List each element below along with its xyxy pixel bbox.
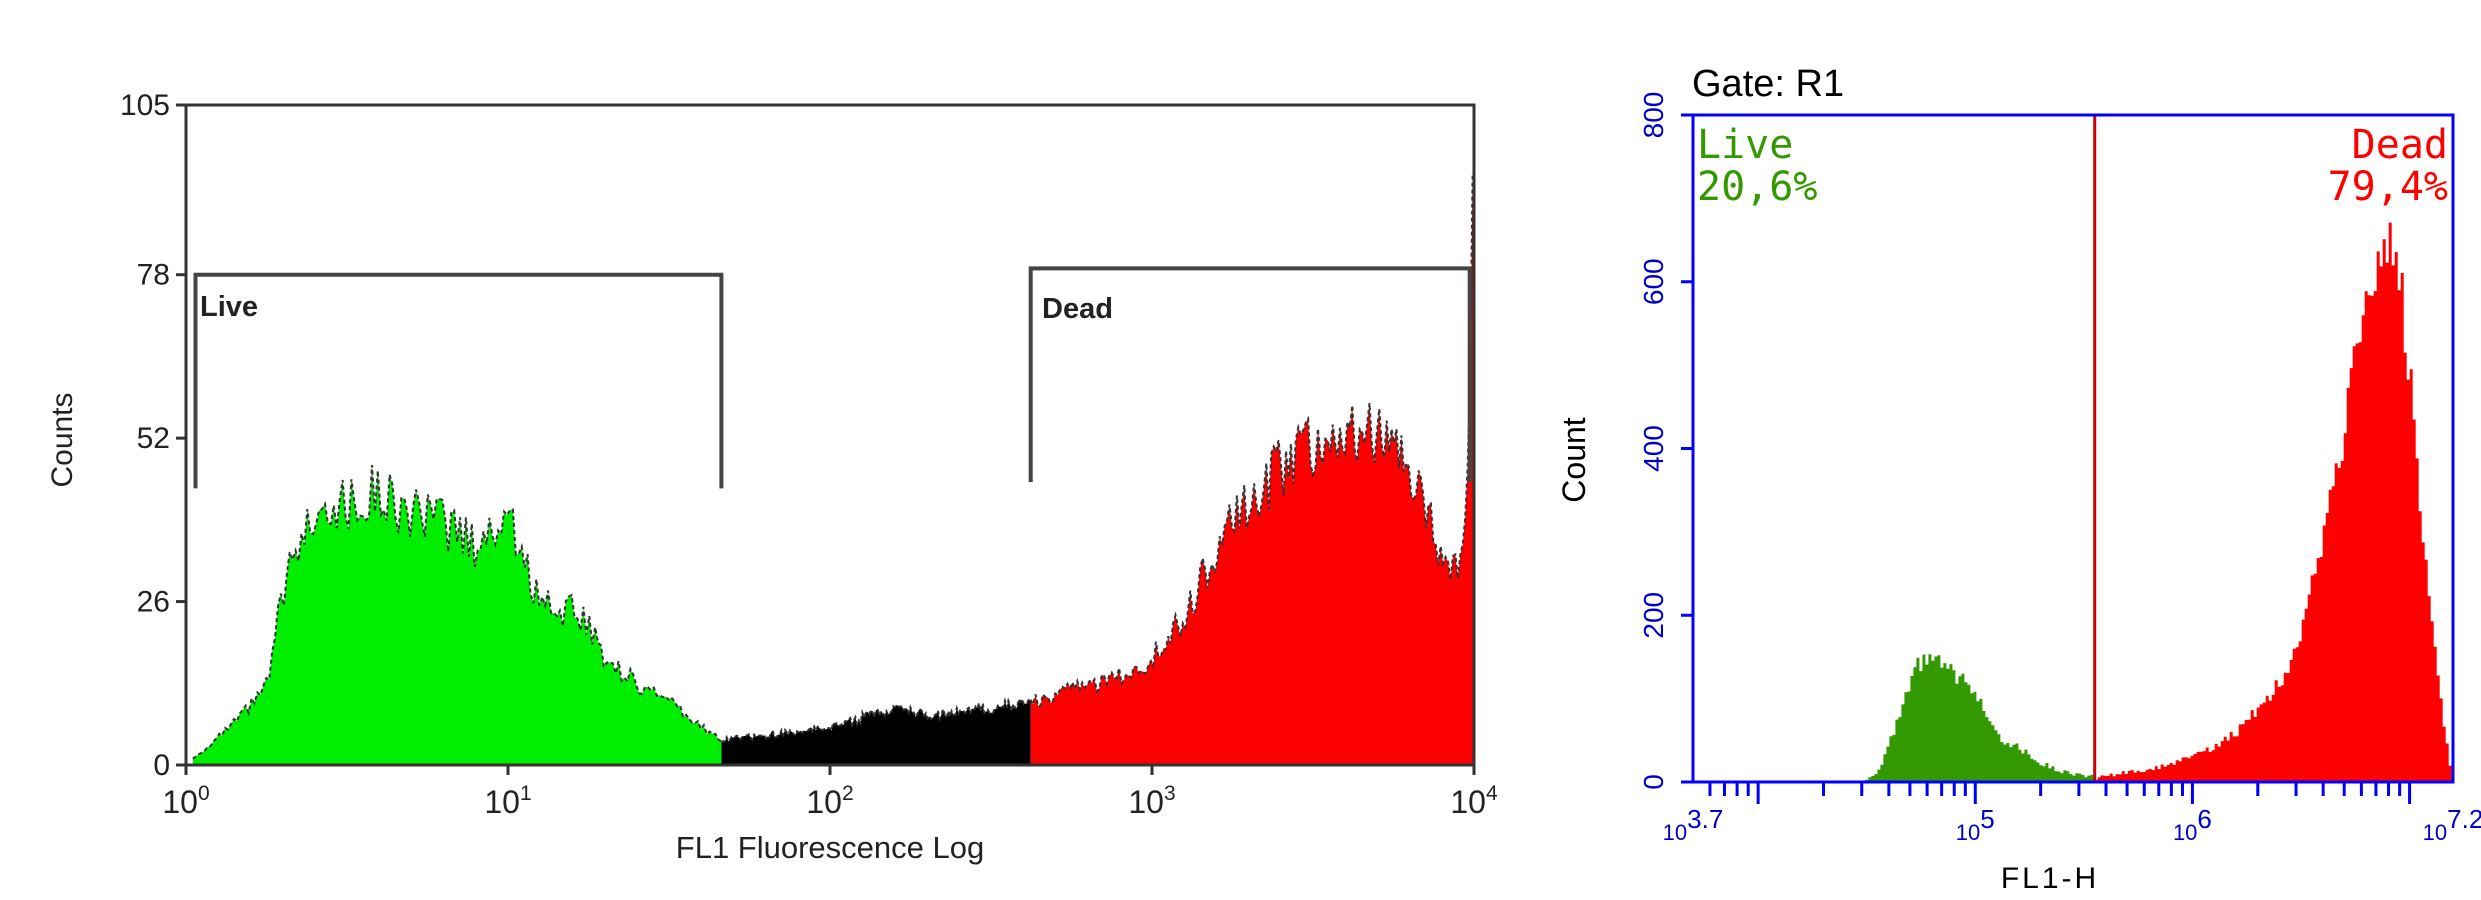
left-live-series-outline	[192, 465, 722, 760]
right-x-tick-label: 107.2	[2423, 804, 2481, 845]
left-x-axis-ticks: 100 101 102 103 104	[162, 765, 1498, 820]
right-series-fills	[1862, 222, 2455, 783]
left-dead-series-outline	[1029, 174, 1474, 708]
right-live-percent: 20,6%	[1697, 164, 1817, 210]
right-dead-percent: 79,4%	[2328, 164, 2448, 210]
left-x-tick-label: 103	[1128, 782, 1175, 820]
left-y-tick-label: 0	[153, 749, 170, 782]
left-ungated-series-outline	[721, 696, 1032, 743]
left-live-gate-bracket	[193, 272, 724, 489]
left-ungated-series-fill	[721, 698, 1031, 765]
right-live-series-fill	[1862, 654, 2097, 782]
left-live-series-fill	[192, 465, 722, 765]
right-y-tick-label: 800	[1638, 92, 1669, 139]
right-y-tick-label: 400	[1638, 425, 1669, 472]
left-x-tick-label: 104	[1450, 782, 1498, 820]
left-live-gate-label: Live	[200, 291, 258, 323]
right-dead-label: Dead	[2352, 122, 2448, 168]
left-x-axis-label: FL1 Fluorescence Log	[676, 830, 984, 865]
right-x-tick-label: 105	[1956, 804, 1995, 845]
right-x-axis-label: FL1-H	[2001, 862, 2099, 895]
right-dead-series-fill	[2094, 222, 2455, 783]
left-y-axis-ticks: 0 26 52 78 105	[120, 89, 186, 782]
left-dead-gate-bracket	[1028, 266, 1472, 483]
left-dead-gate-label: Dead	[1042, 293, 1113, 325]
left-gate-brackets	[193, 266, 1472, 489]
left-x-tick-label: 101	[484, 782, 531, 820]
right-chart-title: Gate: R1	[1692, 63, 1844, 105]
left-y-tick-label: 52	[137, 422, 170, 455]
left-y-axis-label: Counts	[46, 392, 79, 487]
left-y-tick-label: 105	[120, 89, 170, 122]
right-y-tick-label: 200	[1638, 592, 1669, 639]
left-y-tick-label: 26	[137, 586, 170, 619]
left-x-tick-label: 100	[162, 782, 209, 820]
left-dead-series-fill	[1030, 174, 1473, 765]
right-y-axis-ticks: 0 200 400 600 800	[1638, 92, 1693, 790]
left-y-tick-label: 78	[137, 259, 170, 292]
right-y-tick-label: 0	[1638, 774, 1669, 790]
right-y-tick-label: 600	[1638, 258, 1669, 305]
right-x-axis-ticks: 103.7 105 106 107.2	[1663, 782, 2481, 845]
left-x-tick-label: 102	[806, 782, 853, 820]
left-histogram-chart: 0 26 52 78 105 100 101 102 103 104 Counts FL1 Fl…	[46, 89, 1498, 865]
right-live-label: Live	[1697, 122, 1793, 168]
right-x-tick-label: 106	[2173, 804, 2212, 845]
left-series-fills	[192, 174, 1474, 765]
right-x-tick-label: 103.7	[1663, 804, 1724, 845]
right-y-axis-label: Count	[1556, 417, 1592, 503]
